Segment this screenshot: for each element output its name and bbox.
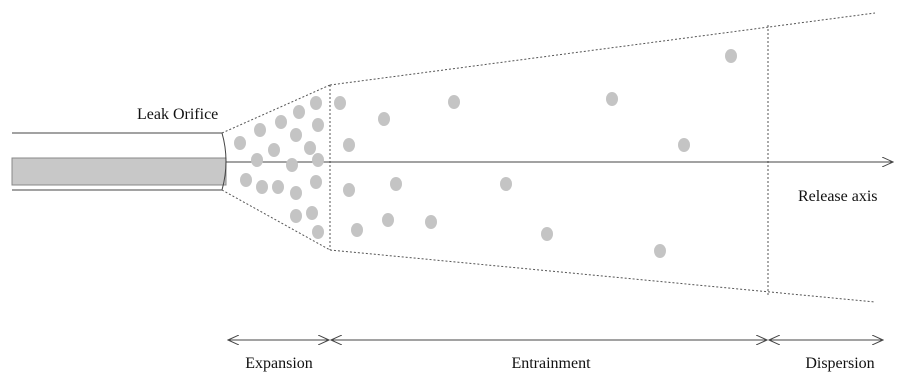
page: Leak Orifice Release axis Expansion Entr… (0, 0, 898, 374)
zone-label: Entrainment (511, 355, 591, 372)
zone-label: Dispersion (805, 355, 874, 372)
orifice-label: Leak Orifice (137, 106, 218, 123)
axis-label: Release axis (798, 188, 878, 205)
zone-label: Expansion (245, 355, 313, 372)
pipe (12, 133, 226, 190)
droplets (234, 49, 737, 258)
diagram: Leak Orifice Release axis Expansion Entr… (0, 0, 898, 374)
